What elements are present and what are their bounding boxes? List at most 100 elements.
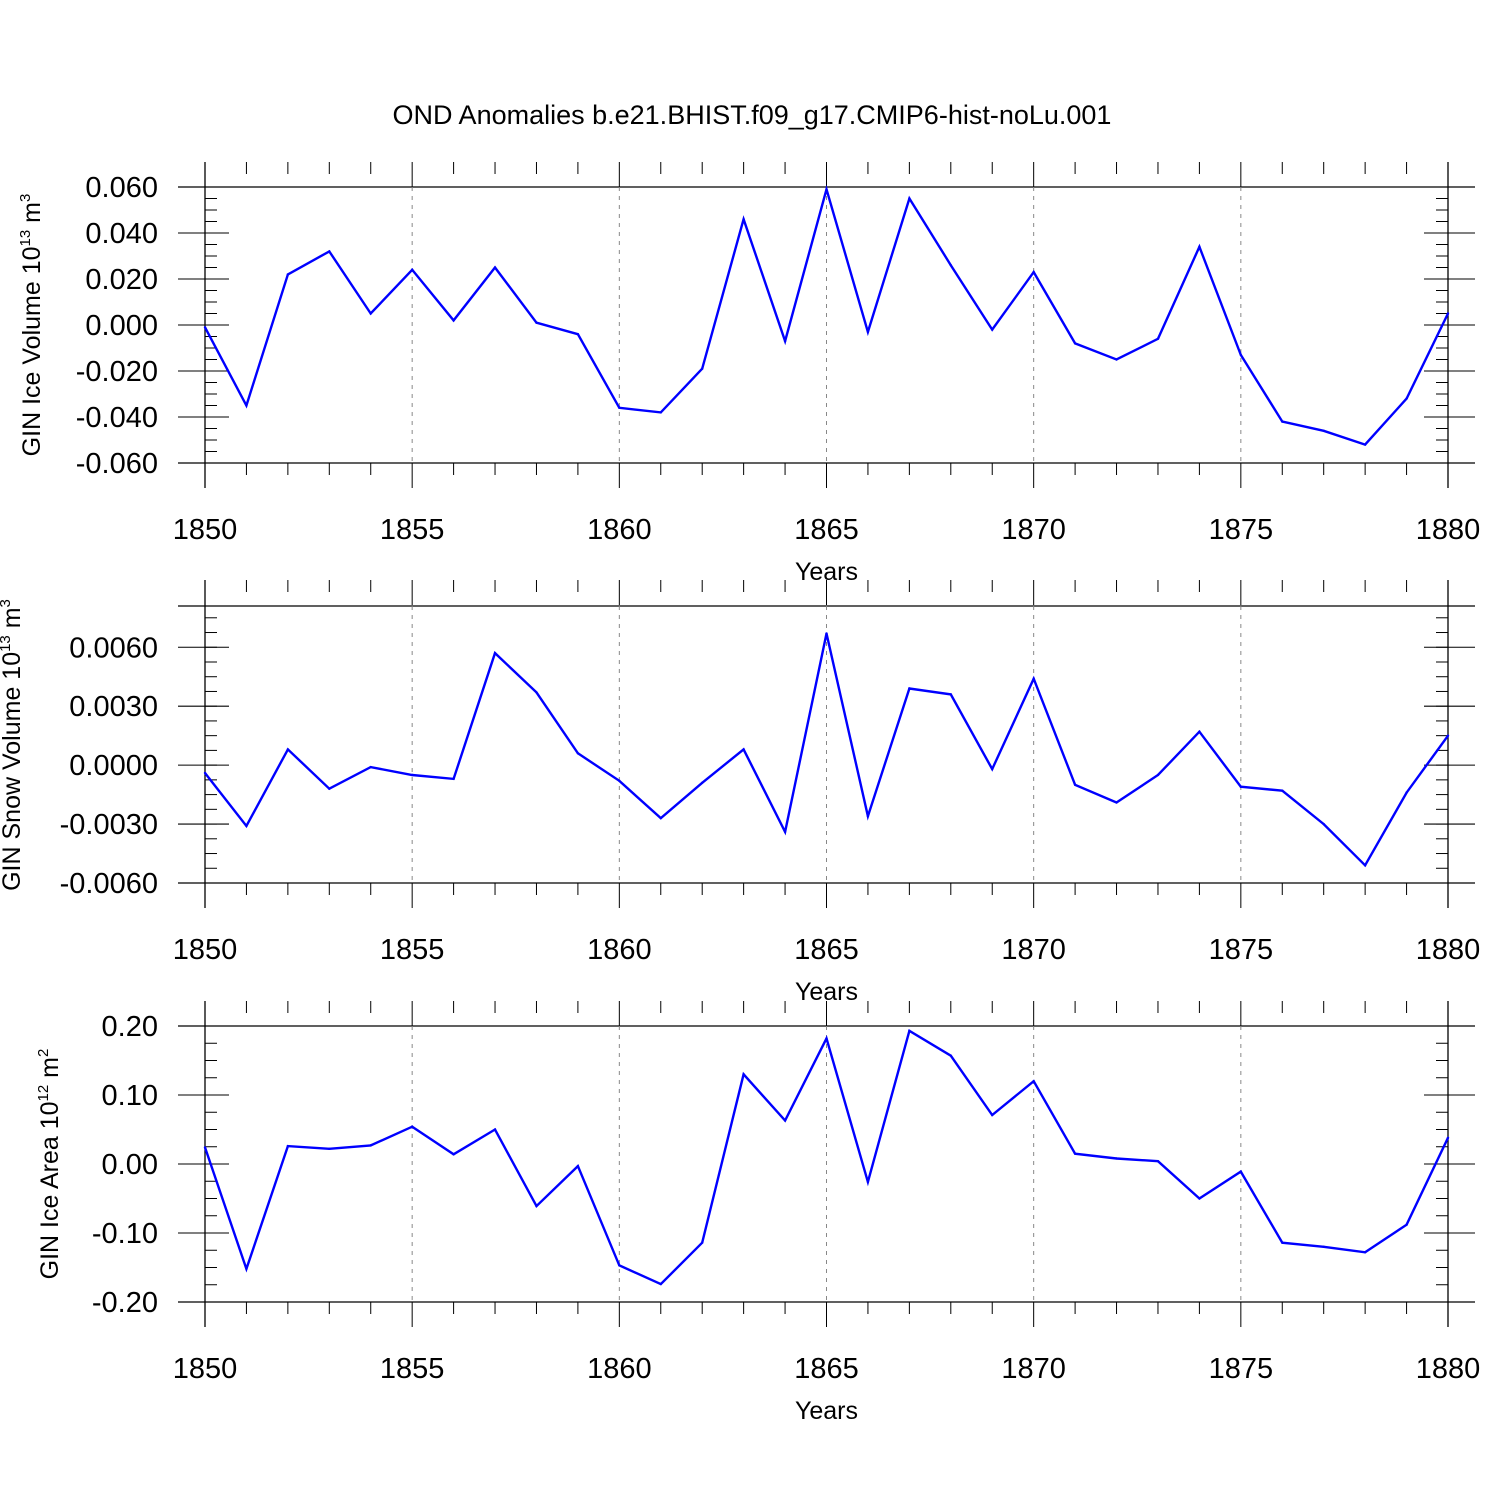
y-tick-label: 0.040: [85, 218, 158, 250]
data-point: [203, 771, 207, 775]
data-point: [535, 1204, 538, 1208]
y-tick-label: 0.20: [102, 1011, 158, 1043]
x-tick-label: 1860: [587, 1353, 652, 1385]
data-point: [949, 693, 952, 696]
data-point: [328, 1147, 331, 1151]
y-axis-title: GIN Ice Area 1012 m2: [35, 1049, 64, 1280]
data-point: [452, 319, 455, 322]
x-axis-title: Years: [795, 1397, 858, 1425]
figure-title: OND Anomalies b.e21.BHIST.f09_g17.CMIP6-…: [393, 100, 1112, 130]
data-point: [1239, 1170, 1243, 1173]
x-tick-label: 1870: [1001, 934, 1066, 966]
data-point: [949, 1054, 952, 1057]
data-point: [783, 1119, 787, 1122]
panel-3: 1850 1855 1860 1865 1870 1875 1880 Years -0.20 -0…: [35, 1001, 1480, 1425]
data-point: [1156, 337, 1160, 340]
data-point: [866, 1180, 870, 1184]
data-point: [1446, 1136, 1450, 1139]
data-point: [1156, 773, 1160, 777]
data-point: [783, 830, 787, 834]
data-point: [369, 1144, 372, 1147]
y-tick-label: 0.020: [85, 264, 158, 296]
data-point: [493, 266, 497, 269]
data-point: [908, 197, 911, 200]
data-point: [1363, 1251, 1367, 1254]
data-point: [493, 651, 497, 655]
data-point: [825, 188, 828, 191]
data-point: [328, 787, 331, 790]
data-point: [618, 1264, 621, 1267]
data-point: [866, 815, 870, 818]
y-tick-label: 0.0060: [69, 632, 158, 664]
y-tick-label: 0.00: [102, 1149, 158, 1181]
data-point: [328, 250, 331, 253]
data-point: [452, 1153, 455, 1156]
data-point: [825, 1037, 828, 1040]
data-point: [1198, 730, 1201, 733]
x-tick-label: 1875: [1209, 1353, 1274, 1385]
data-point: [908, 687, 911, 690]
x-tick-label: 1865: [794, 1353, 859, 1385]
data-point: [1281, 420, 1284, 423]
data-point: [1322, 429, 1325, 432]
data-point: [1198, 245, 1201, 248]
y-tick-label: 0.000: [85, 310, 158, 342]
y-tick-label: 0.0030: [69, 691, 158, 723]
data-point: [1363, 443, 1367, 446]
data-point: [576, 1164, 580, 1168]
data-point: [908, 1029, 911, 1033]
x-tick-label: 1875: [1209, 514, 1274, 546]
x-tick-label: 1855: [380, 934, 445, 966]
data-point: [742, 748, 745, 751]
x-tick-label: 1850: [173, 934, 238, 966]
data-point: [659, 411, 662, 414]
panel-1: 1850 1855 1860 1865 1870 1875 1880Years-0.060-…: [17, 162, 1480, 586]
series-line: [203, 1028, 1450, 1286]
data-point: [991, 1113, 994, 1117]
data-point: [701, 781, 704, 785]
data-point: [1198, 1197, 1201, 1200]
y-tick-label: -0.040: [76, 402, 158, 434]
data-point: [245, 824, 248, 828]
data-point: [1073, 1152, 1077, 1155]
data-point: [1239, 785, 1243, 788]
x-tick-label: 1865: [794, 514, 859, 546]
data-point: [1239, 353, 1243, 357]
data-point: [1032, 677, 1035, 680]
x-tick-label: 1880: [1416, 514, 1481, 546]
data-point: [535, 691, 538, 694]
data-point: [1032, 1080, 1035, 1083]
x-tick-label: 1855: [380, 514, 445, 546]
data-point: [286, 748, 290, 751]
data-point: [991, 767, 994, 771]
x-tick-label: 1870: [1001, 514, 1066, 546]
y-tick-label: 0.060: [85, 172, 158, 204]
data-point: [203, 1146, 207, 1149]
data-point: [576, 333, 580, 336]
x-tick-label: 1880: [1416, 1353, 1481, 1385]
x-tick-label: 1850: [173, 514, 238, 546]
data-point: [866, 330, 870, 334]
data-point: [701, 367, 704, 370]
data-point: [1405, 397, 1408, 400]
y-axis-title: GIN Snow Volume 1013 m3: [0, 599, 26, 891]
x-tick-label: 1860: [587, 514, 652, 546]
data-point: [1405, 1223, 1408, 1226]
data-point: [245, 1267, 248, 1271]
data-point: [742, 1073, 745, 1076]
x-tick-label: 1850: [173, 1353, 238, 1385]
y-tick-label: -0.020: [76, 356, 158, 388]
data-point: [286, 1144, 290, 1148]
data-point: [535, 321, 538, 324]
y-tick-label: -0.060: [76, 448, 158, 480]
y-tick-label: 0.10: [102, 1080, 158, 1112]
data-point: [1363, 864, 1367, 867]
y-tick-label: -0.0060: [60, 868, 158, 900]
data-point: [410, 773, 414, 777]
data-point: [369, 765, 372, 769]
data-point: [369, 312, 372, 315]
x-tick-label: 1870: [1001, 1353, 1066, 1385]
data-point: [1073, 783, 1077, 786]
data-point: [576, 752, 580, 755]
data-point: [825, 632, 828, 635]
